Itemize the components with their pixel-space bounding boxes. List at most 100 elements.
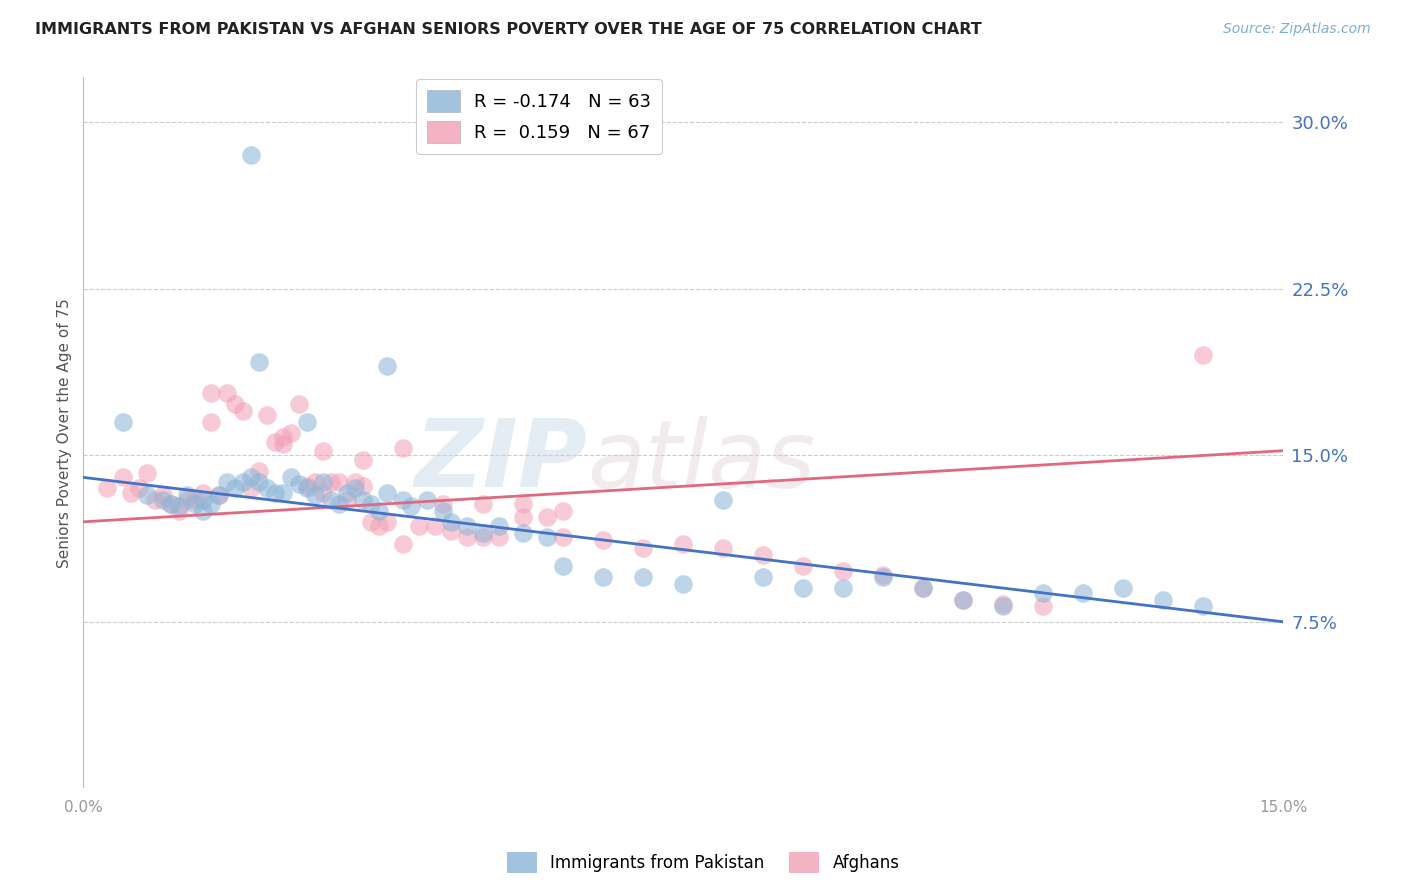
Point [247, 475, 270, 489]
Point [368, 504, 391, 518]
Point [368, 519, 391, 533]
Point [224, 482, 246, 496]
Legend: Immigrants from Pakistan, Afghans: Immigrants from Pakistan, Afghans [501, 846, 905, 880]
Point [752, 570, 775, 584]
Point [536, 530, 558, 544]
Point [456, 519, 478, 533]
Point [336, 492, 359, 507]
Point [832, 564, 855, 578]
Text: atlas: atlas [588, 416, 815, 507]
Point [312, 443, 335, 458]
Point [672, 577, 695, 591]
Point [160, 497, 183, 511]
Point [472, 525, 495, 540]
Point [328, 497, 350, 511]
Point [360, 497, 382, 511]
Point [512, 510, 534, 524]
Point [217, 386, 239, 401]
Point [512, 497, 534, 511]
Point [592, 533, 614, 547]
Point [169, 504, 191, 518]
Point [256, 408, 278, 422]
Point [832, 582, 855, 596]
Point [208, 488, 231, 502]
Point [240, 482, 263, 496]
Point [1071, 586, 1094, 600]
Point [112, 470, 135, 484]
Point [952, 592, 974, 607]
Point [352, 452, 374, 467]
Point [792, 559, 814, 574]
Text: ZIP: ZIP [415, 416, 588, 508]
Point [631, 541, 654, 556]
Point [536, 510, 558, 524]
Point [152, 492, 174, 507]
Point [375, 486, 398, 500]
Point [200, 415, 222, 429]
Point [304, 488, 326, 502]
Point [991, 597, 1014, 611]
Point [440, 515, 463, 529]
Point [160, 497, 183, 511]
Point [217, 475, 239, 489]
Point [128, 482, 150, 496]
Point [352, 479, 374, 493]
Point [96, 482, 118, 496]
Point [328, 475, 350, 489]
Point [912, 582, 935, 596]
Point [304, 475, 326, 489]
Point [440, 524, 463, 538]
Point [344, 482, 367, 496]
Point [240, 148, 263, 162]
Legend: R = -0.174   N = 63, R =  0.159   N = 67: R = -0.174 N = 63, R = 0.159 N = 67 [416, 79, 662, 154]
Point [553, 559, 575, 574]
Point [280, 470, 302, 484]
Point [143, 492, 166, 507]
Point [176, 492, 198, 507]
Point [208, 488, 231, 502]
Point [1192, 348, 1215, 362]
Point [432, 497, 454, 511]
Point [375, 359, 398, 374]
Point [991, 599, 1014, 614]
Point [297, 479, 319, 493]
Point [488, 530, 510, 544]
Point [152, 488, 174, 502]
Point [344, 475, 367, 489]
Point [264, 434, 287, 449]
Point [672, 537, 695, 551]
Point [375, 515, 398, 529]
Point [193, 504, 215, 518]
Point [120, 486, 142, 500]
Point [336, 486, 359, 500]
Point [312, 475, 335, 489]
Point [872, 568, 894, 582]
Point [288, 397, 311, 411]
Point [184, 492, 207, 507]
Point [193, 486, 215, 500]
Point [280, 425, 302, 440]
Point [952, 592, 974, 607]
Point [247, 464, 270, 478]
Point [512, 525, 534, 540]
Point [872, 570, 894, 584]
Point [711, 492, 734, 507]
Point [240, 470, 263, 484]
Point [352, 492, 374, 507]
Point [136, 466, 159, 480]
Point [224, 397, 246, 411]
Point [200, 497, 222, 511]
Point [711, 541, 734, 556]
Point [553, 504, 575, 518]
Point [312, 486, 335, 500]
Point [631, 570, 654, 584]
Point [360, 515, 382, 529]
Point [792, 582, 814, 596]
Point [256, 482, 278, 496]
Point [271, 437, 294, 451]
Point [297, 415, 319, 429]
Point [271, 486, 294, 500]
Point [184, 497, 207, 511]
Point [392, 537, 415, 551]
Point [232, 403, 254, 417]
